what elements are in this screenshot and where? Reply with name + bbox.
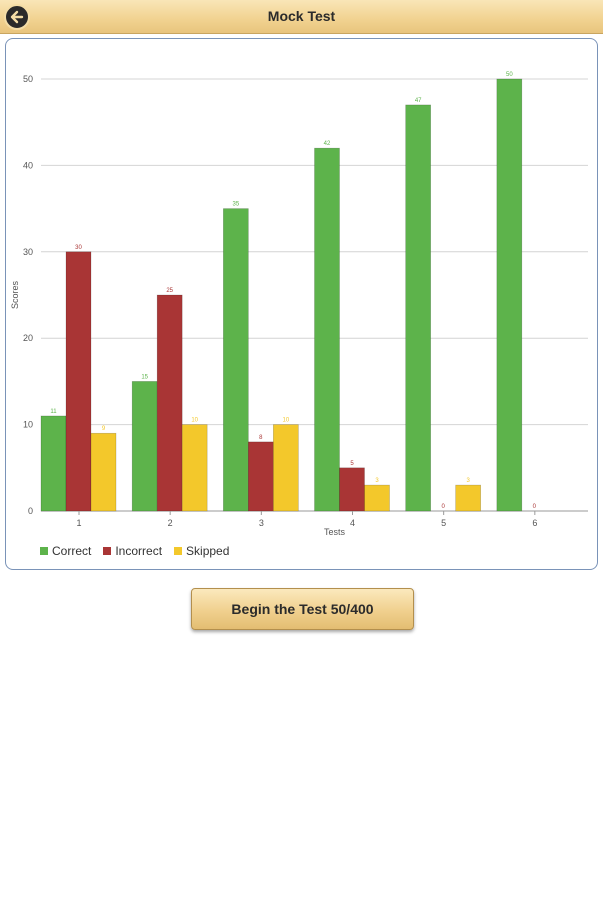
legend-label: Correct: [52, 544, 92, 558]
bar-skipped: [90, 432, 117, 512]
data-label: 47: [415, 98, 422, 104]
y-tick-label: 20: [23, 333, 33, 343]
data-label: 10: [282, 418, 289, 424]
bar-chart: 0102030405011309115251023581034253447035…: [10, 72, 588, 537]
bar-correct: [405, 104, 431, 512]
data-label: 0: [533, 504, 537, 510]
bar-skipped: [364, 484, 390, 512]
y-tick-label: 50: [23, 74, 33, 84]
bar-skipped: [273, 424, 299, 512]
data-label: 8: [259, 435, 263, 441]
bar-skipped: [455, 484, 481, 512]
data-label: 9: [102, 426, 106, 432]
data-label: 30: [75, 245, 82, 251]
legend-label: Incorrect: [115, 544, 163, 558]
data-label: 0: [441, 504, 445, 510]
begin-test-button[interactable]: Begin the Test 50/400: [191, 588, 414, 630]
x-tick-label: 2: [168, 518, 173, 528]
data-label: 3: [375, 478, 379, 484]
x-tick-label: 6: [532, 518, 537, 528]
back-arrow-icon[interactable]: [4, 4, 30, 30]
y-tick-label: 30: [23, 247, 33, 257]
legend-swatch: [103, 547, 112, 555]
data-label: 11: [50, 409, 57, 415]
y-tick-label: 10: [23, 420, 33, 430]
chart-card: 0 10 20 30 40 50 11 30 9 1 15 25 10 2 35 8 10 3 42 5 3 4 47 0 3 5…: [5, 38, 598, 570]
data-label: 35: [232, 202, 239, 208]
chart-legend: Correct Incorrect Skipped: [40, 544, 229, 558]
x-tick-label: 5: [441, 518, 446, 528]
x-tick-label: 3: [259, 518, 264, 528]
y-axis-title: Scores: [10, 280, 20, 309]
legend-swatch: [40, 547, 48, 555]
bar-incorrect: [156, 294, 183, 512]
legend-item-skipped: Skipped: [174, 544, 229, 558]
legend-label: Skipped: [186, 544, 230, 558]
x-tick-label: 4: [350, 518, 355, 528]
x-axis-title: Tests: [324, 527, 346, 537]
data-label: 5: [350, 461, 354, 467]
legend-swatch: [174, 547, 183, 555]
bar-correct: [131, 381, 158, 512]
bar-correct: [40, 415, 67, 512]
data-label: 25: [166, 288, 173, 294]
data-label: 3: [466, 478, 470, 484]
bar-correct: [496, 78, 523, 512]
legend-item-correct: Correct: [40, 544, 91, 558]
data-label: 50: [506, 72, 513, 78]
y-tick-label: 40: [23, 160, 33, 170]
bar-correct: [223, 208, 249, 512]
data-label: 42: [324, 141, 331, 147]
bar-skipped: [181, 424, 208, 512]
bar-incorrect: [248, 441, 274, 512]
app-header: Mock Test: [0, 0, 603, 34]
y-tick-label: 0: [28, 506, 33, 516]
legend-item-incorrect: Incorrect: [103, 544, 162, 558]
x-tick-label: 1: [76, 518, 81, 528]
page-title: Mock Test: [267, 8, 336, 24]
data-label: 15: [141, 374, 148, 380]
bar-correct: [314, 147, 340, 512]
bar-incorrect: [65, 251, 92, 512]
bar-incorrect: [339, 467, 365, 512]
data-label: 10: [191, 418, 198, 424]
